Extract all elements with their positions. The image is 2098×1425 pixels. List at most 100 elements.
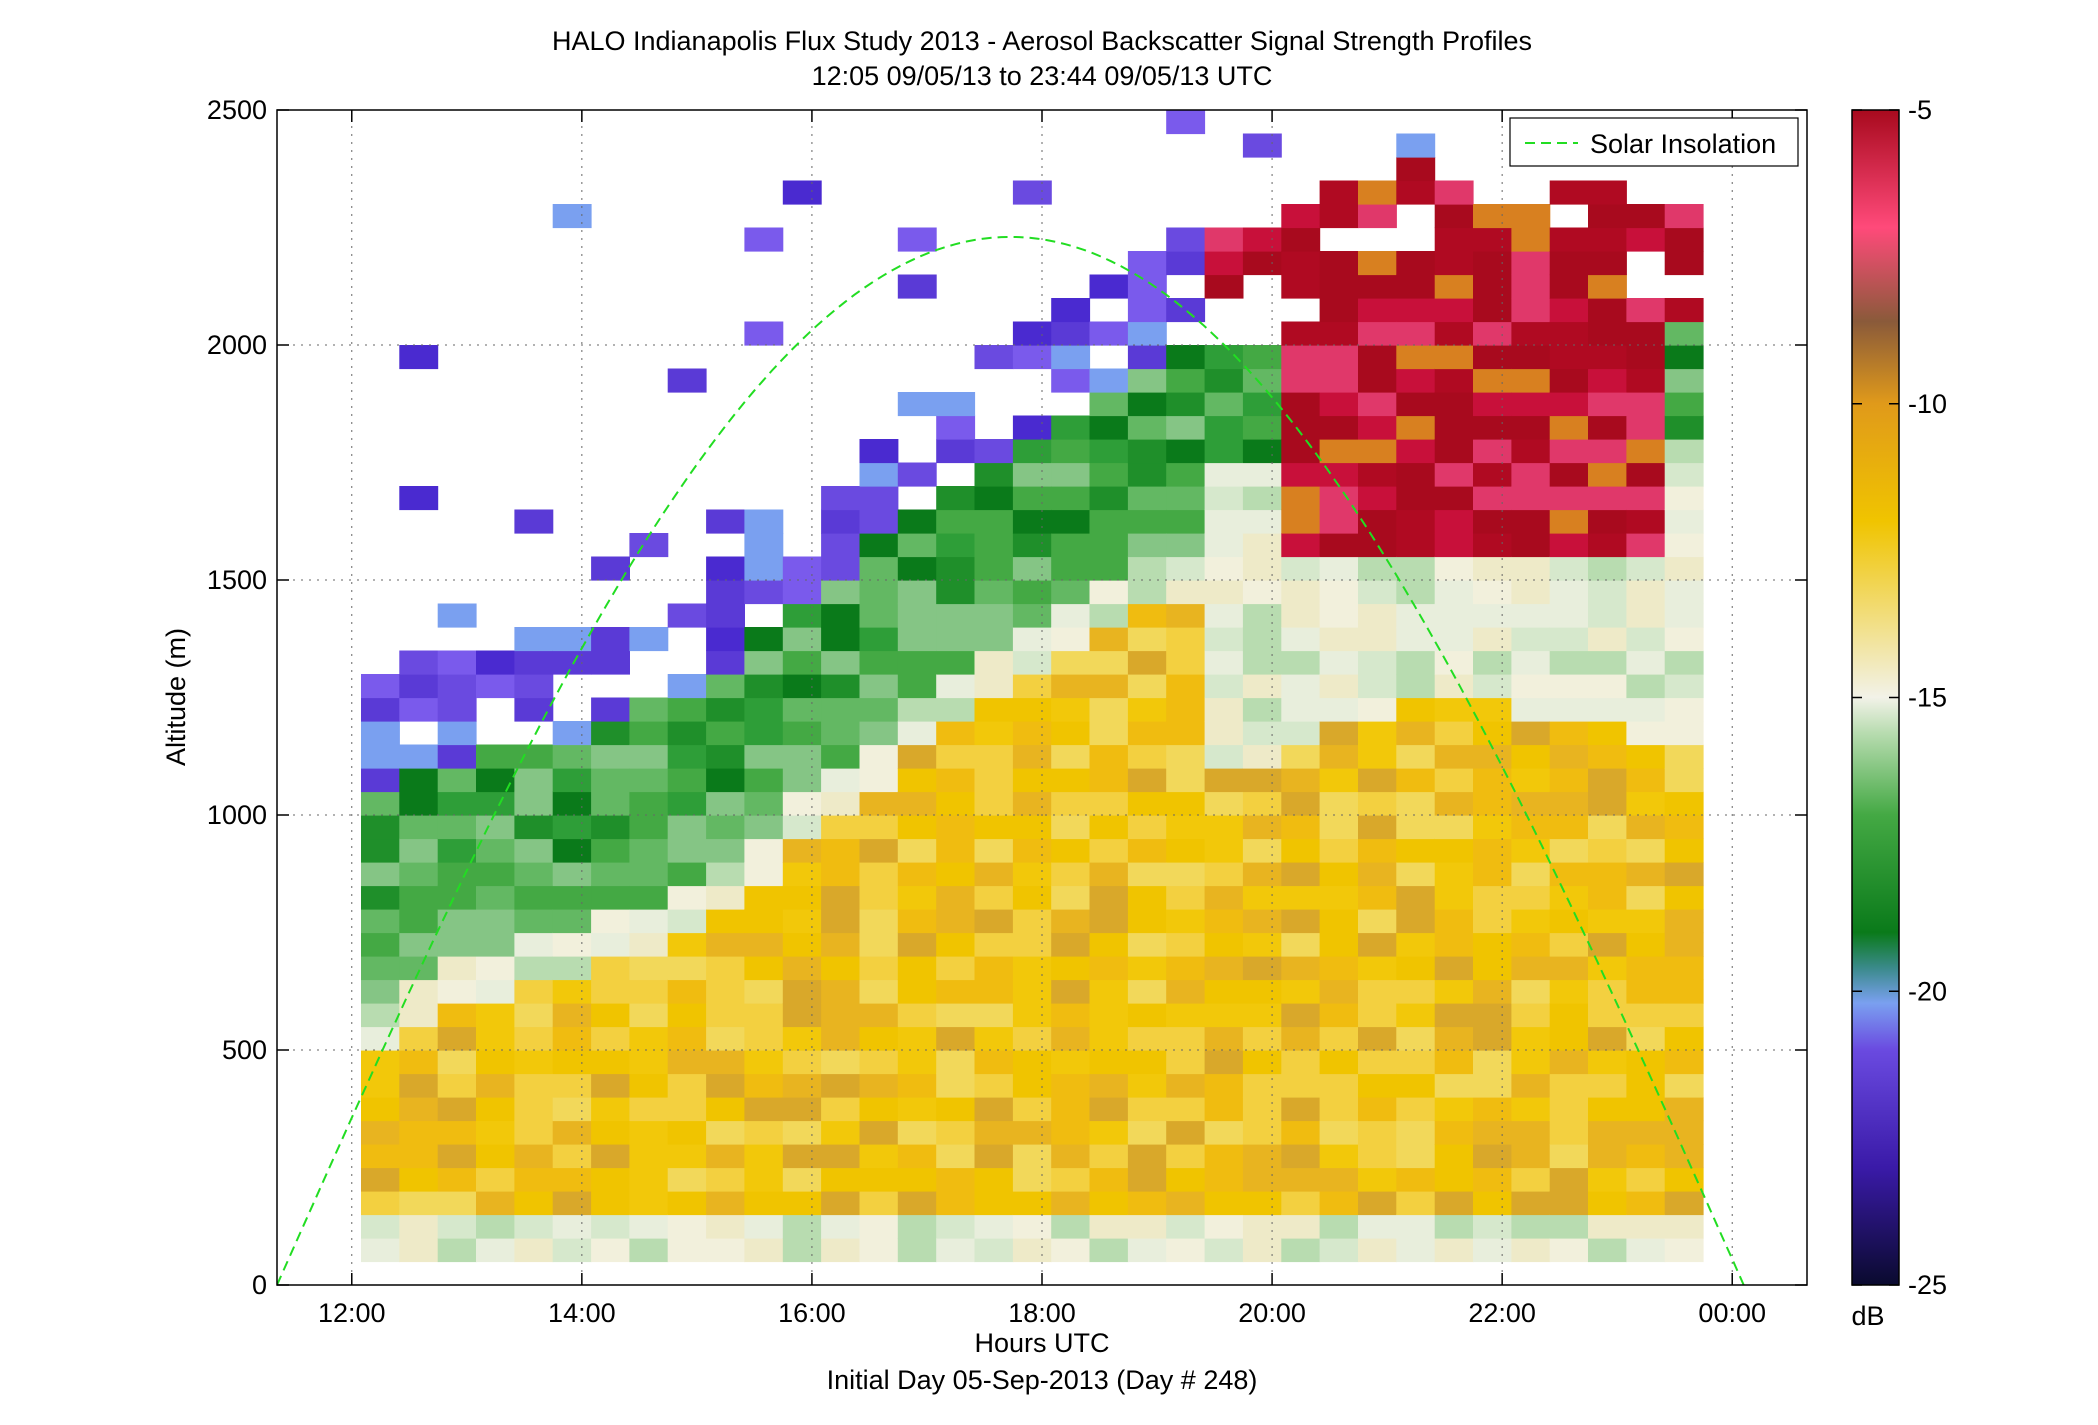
heatmap-cell: [1549, 932, 1589, 957]
heatmap-cell: [1664, 862, 1704, 887]
heatmap-cell: [1204, 627, 1244, 652]
heatmap-cell: [1434, 1050, 1474, 1075]
heatmap-cell: [1473, 274, 1512, 299]
heatmap-cell: [1434, 1003, 1474, 1028]
heatmap-cell: [591, 721, 630, 746]
heatmap-cell: [1626, 321, 1666, 346]
heatmap-cell: [1358, 932, 1397, 957]
heatmap-cell: [1588, 721, 1627, 746]
heatmap-cell: [1511, 227, 1551, 252]
heatmap-cell: [1089, 368, 1129, 393]
heatmap-cell: [552, 1026, 592, 1051]
heatmap-cell: [821, 932, 860, 957]
heatmap-cell: [629, 1097, 669, 1122]
heatmap-cell: [1626, 1097, 1666, 1122]
heatmap-cell: [1588, 1097, 1627, 1122]
heatmap-cell: [706, 838, 745, 863]
heatmap-cell: [1204, 509, 1244, 534]
heatmap-cell: [1089, 1120, 1129, 1145]
heatmap-cell: [1204, 603, 1244, 628]
heatmap-cell: [1549, 1073, 1589, 1098]
heatmap-cell: [1358, 1050, 1397, 1075]
heatmap-cell: [1434, 509, 1474, 534]
heatmap-cell: [1473, 533, 1512, 558]
heatmap-cell: [1434, 180, 1474, 205]
heatmap-cell: [1242, 744, 1282, 769]
heatmap-cell: [1127, 1050, 1167, 1075]
heatmap-cell: [1089, 932, 1129, 957]
heatmap-cell: [1473, 321, 1512, 346]
heatmap-cell: [1242, 932, 1282, 957]
heatmap-cell: [897, 533, 937, 558]
heatmap-cell: [1319, 721, 1359, 746]
heatmap-cell: [1664, 392, 1704, 417]
heatmap-cell: [552, 627, 592, 652]
heatmap-cell: [399, 885, 439, 910]
heatmap-cell: [591, 1097, 630, 1122]
heatmap-cell: [1473, 627, 1512, 652]
heatmap-cell: [1588, 603, 1627, 628]
heatmap-cell: [706, 768, 745, 793]
heatmap-cell: [591, 1214, 630, 1239]
heatmap-cell: [591, 932, 630, 957]
heatmap-cell: [1473, 909, 1512, 934]
heatmap-cell: [1511, 251, 1551, 276]
colorbar-tick-label: -20: [1908, 976, 1947, 1006]
heatmap-cell: [1549, 815, 1589, 840]
heatmap-cell: [821, 1073, 860, 1098]
heatmap-cell: [1588, 368, 1627, 393]
heatmap-cell: [437, 1097, 477, 1122]
legend: Solar Insolation: [1509, 117, 1799, 167]
heatmap-cell: [821, 1214, 860, 1239]
heatmap-cell: [361, 885, 400, 910]
heatmap-cell: [1549, 627, 1589, 652]
heatmap-cell: [1588, 768, 1627, 793]
heatmap-cell: [476, 1003, 515, 1028]
heatmap-cell: [1319, 368, 1359, 393]
heatmap-cell: [1549, 956, 1589, 981]
heatmap-cell: [1166, 721, 1206, 746]
heatmap-cell: [629, 1167, 669, 1192]
heatmap-cell: [1549, 1144, 1589, 1169]
heatmap-cell: [1319, 1097, 1359, 1122]
heatmap-cell: [1434, 580, 1474, 605]
heatmap-cell: [1166, 509, 1206, 534]
heatmap-cell: [399, 815, 439, 840]
heatmap-cell: [1511, 509, 1551, 534]
heatmap-cell: [1396, 533, 1436, 558]
heatmap-cell: [897, 509, 937, 534]
heatmap-cell: [1281, 815, 1321, 840]
heatmap-cell: [897, 227, 937, 252]
heatmap-cell: [744, 768, 784, 793]
heatmap-cell: [1511, 650, 1551, 675]
heatmap-cell: [1012, 1003, 1052, 1028]
heatmap-cell: [437, 674, 477, 699]
heatmap-cell: [629, 815, 669, 840]
heatmap-cell: [974, 1073, 1014, 1098]
heatmap-cell: [399, 345, 439, 370]
heatmap-cell: [1664, 744, 1704, 769]
heatmap-cell: [1664, 909, 1704, 934]
heatmap-cell: [1127, 1167, 1167, 1192]
heatmap-cell: [1051, 415, 1091, 440]
heatmap-cell: [591, 1073, 630, 1098]
heatmap-cell: [514, 627, 554, 652]
heatmap-cell: [936, 533, 976, 558]
x-tick-label: 22:00: [1468, 1298, 1536, 1328]
heatmap-cell: [1012, 439, 1052, 464]
heatmap-cell: [591, 862, 630, 887]
heatmap-cell: [1166, 885, 1206, 910]
heatmap-cell: [706, 1167, 745, 1192]
heatmap-cell: [897, 603, 937, 628]
heatmap-cell: [1089, 1050, 1129, 1075]
heatmap-cell: [1281, 1120, 1321, 1145]
heatmap-cell: [936, 674, 976, 699]
heatmap-cell: [1396, 697, 1436, 722]
chart-title: HALO Indianapolis Flux Study 2013 - Aero…: [552, 26, 1532, 56]
heatmap-cell: [859, 909, 899, 934]
heatmap-cell: [1626, 556, 1666, 581]
heatmap-cell: [974, 650, 1014, 675]
heatmap-cell: [744, 1120, 784, 1145]
heatmap-cell: [897, 932, 937, 957]
heatmap-cell: [1549, 838, 1589, 863]
